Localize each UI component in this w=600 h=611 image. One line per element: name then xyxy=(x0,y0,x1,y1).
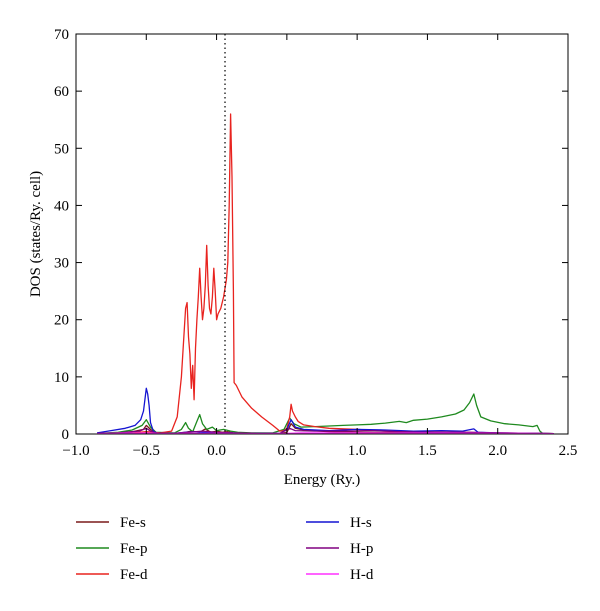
legend-item-h-s: H-s xyxy=(306,515,372,531)
series-line-fe-d xyxy=(97,113,554,435)
x-tick-label: 1.5 xyxy=(418,443,437,459)
x-axis-label: Energy (Ry.) xyxy=(284,472,360,488)
plot-frame xyxy=(75,33,569,435)
y-tick-label: 30 xyxy=(54,256,69,272)
series-line-fe-p xyxy=(97,393,554,435)
legend-item-fe-s: Fe-s xyxy=(76,515,146,531)
x-axis-ticks: −1.0 −0.5 0.0 0.5 1.0 1.5 2.0 2.5 xyxy=(62,34,577,459)
x-tick-label: 1.0 xyxy=(348,443,367,459)
y-tick-label: 40 xyxy=(54,198,69,214)
legend-item-fe-d: Fe-d xyxy=(76,567,148,583)
y-tick-label: 70 xyxy=(54,27,69,43)
legend: Fe-s Fe-p Fe-d H-s H-p H-d xyxy=(76,515,374,583)
legend-label: H-s xyxy=(350,515,372,531)
legend-label: Fe-s xyxy=(120,515,146,531)
x-tick-label: 2.5 xyxy=(559,443,578,459)
y-tick-label: 60 xyxy=(54,84,69,100)
x-tick-label: 0.5 xyxy=(277,443,296,459)
legend-label: H-d xyxy=(350,567,374,583)
legend-item-h-p: H-p xyxy=(306,541,373,557)
x-tick-label: −1.0 xyxy=(62,443,89,459)
legend-label: Fe-d xyxy=(120,567,148,583)
y-tick-label: 50 xyxy=(54,141,69,157)
x-tick-label: 2.0 xyxy=(488,443,507,459)
series-line-h-s xyxy=(96,387,554,435)
x-tick-label: −0.5 xyxy=(133,443,160,459)
y-tick-label: 0 xyxy=(62,427,70,443)
legend-item-fe-p: Fe-p xyxy=(76,541,148,557)
y-tick-label: 20 xyxy=(54,313,69,329)
plot-lines xyxy=(96,113,554,435)
y-axis-label: DOS (states/Ry. cell) xyxy=(28,171,44,297)
y-tick-label: 10 xyxy=(54,370,69,386)
legend-label: H-p xyxy=(350,541,373,557)
legend-item-h-d: H-d xyxy=(306,567,374,583)
y-axis-ticks: 0 10 20 30 40 50 60 70 xyxy=(54,27,568,443)
legend-label: Fe-p xyxy=(120,541,148,557)
x-tick-label: 0.0 xyxy=(207,443,226,459)
